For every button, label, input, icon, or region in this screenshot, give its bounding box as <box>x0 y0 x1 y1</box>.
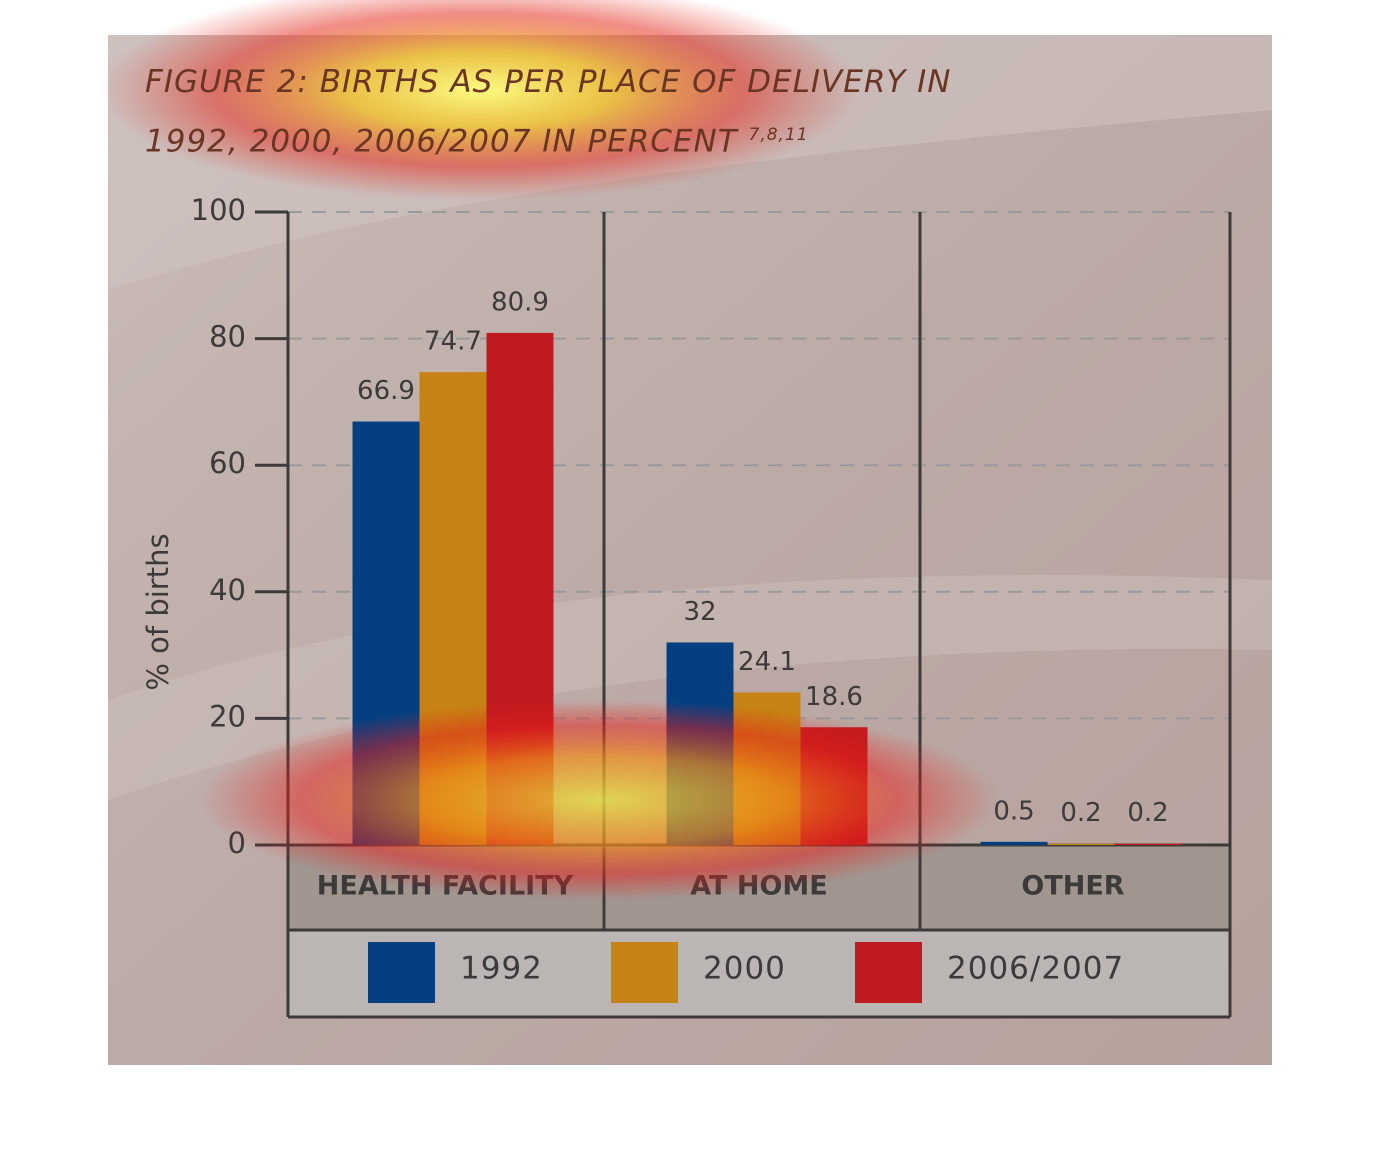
y-tick-label: 20 <box>209 699 246 733</box>
value-label: 0.5 <box>993 796 1034 826</box>
legend-swatch <box>368 942 435 1003</box>
value-label: 0.2 <box>1060 798 1101 828</box>
x-tick-label: OTHER <box>1021 871 1124 902</box>
y-tick-label: 60 <box>209 446 246 480</box>
bar <box>1047 843 1115 845</box>
y-axis-label: % of births <box>141 533 175 690</box>
value-label: 32 <box>683 597 716 627</box>
title-superscript: 7,8,11 <box>748 125 809 145</box>
legend-label: 1992 <box>460 951 543 987</box>
heatmap-overlay <box>100 0 860 200</box>
value-label: 24.1 <box>738 647 796 677</box>
legend-label: 2006/2007 <box>947 951 1124 987</box>
value-label: 18.6 <box>805 682 863 712</box>
legend-swatch <box>855 942 922 1003</box>
heatmap-overlay <box>200 700 1000 900</box>
value-label: 74.7 <box>424 327 482 357</box>
bar <box>1114 843 1182 845</box>
y-tick-label: 100 <box>191 193 246 227</box>
y-tick-label: 40 <box>209 573 246 607</box>
value-label: 66.9 <box>357 376 415 406</box>
value-label: 0.2 <box>1127 798 1168 828</box>
legend-swatch <box>611 942 678 1003</box>
bar <box>980 841 1048 845</box>
legend-label: 2000 <box>703 951 786 987</box>
legend-box <box>288 930 1230 1017</box>
chart-title: FIGURE 2: BIRTHS AS PER PLACE OF DELIVER… <box>145 56 995 168</box>
value-label: 80.9 <box>491 287 549 317</box>
title-text: FIGURE 2: BIRTHS AS PER PLACE OF DELIVER… <box>145 64 952 160</box>
y-tick-label: 80 <box>209 320 246 354</box>
